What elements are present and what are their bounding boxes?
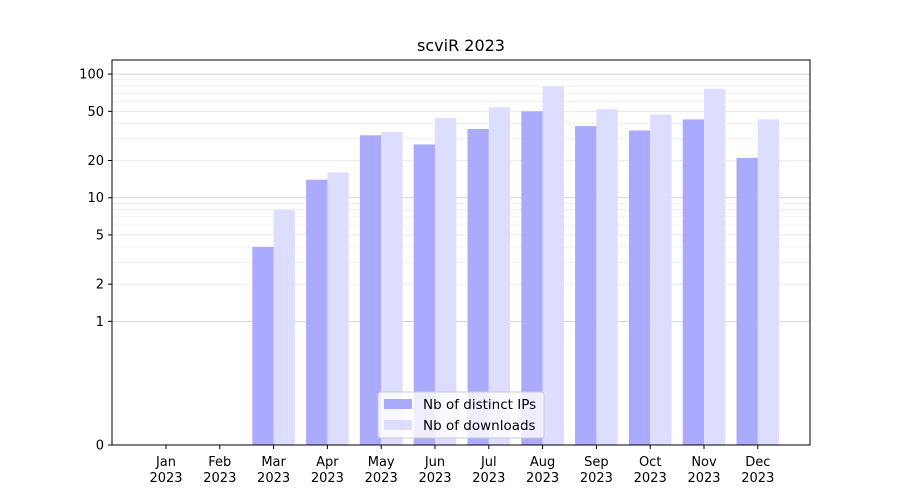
plot-frame (111, 59, 811, 446)
legend-label-distinct-ips: Nb of distinct IPs (423, 397, 536, 413)
legend-swatch-downloads (384, 420, 412, 430)
axis-layer: 0 1 2 5 10 20 50 100 Jan 2023 Feb 2023 Mar 2023 Apr 202… (79, 68, 774, 486)
x-tick-label: Feb 2023 (203, 455, 236, 486)
legend: Nb of distinct IPs Nb of downloads (377, 391, 545, 439)
bar-layer (252, 86, 780, 446)
bar-distinct-ips (682, 119, 704, 445)
legend-label-downloads: Nb of downloads (423, 418, 536, 434)
y-tick-label: 2 (96, 278, 104, 293)
y-tick-label: 100 (79, 68, 104, 83)
x-tick-label: Nov 2023 (687, 455, 720, 486)
bar-distinct-ips (252, 246, 274, 445)
x-tick-label: Sep 2023 (580, 455, 613, 486)
x-tick-label: Dec 2023 (741, 455, 774, 486)
x-tick-label: May 2023 (365, 455, 398, 486)
bar-downloads (273, 209, 295, 445)
legend-box (377, 391, 545, 439)
y-tick-label: 1 (96, 315, 104, 330)
y-tick-label: 50 (87, 105, 104, 120)
bar-downloads (704, 88, 726, 445)
bar-distinct-ips (467, 128, 489, 445)
bar-distinct-ips (521, 111, 543, 445)
bar-distinct-ips (575, 126, 597, 445)
x-tick-label: Oct 2023 (634, 455, 667, 486)
bar-distinct-ips (306, 179, 328, 446)
bar-downloads (757, 119, 780, 445)
x-tick-label: Jun 2023 (418, 455, 451, 486)
x-tick-label: Aug 2023 (526, 455, 559, 486)
x-tick-label: Apr 2023 (311, 455, 344, 486)
bar-downloads (381, 132, 403, 446)
bar-downloads (435, 118, 457, 446)
x-tick-label: Jan 2023 (149, 455, 182, 486)
y-tick-label: 0 (96, 439, 104, 454)
bar-distinct-ips (628, 130, 651, 445)
y-tick-label: 10 (87, 191, 104, 206)
legend-swatch-distinct-ips (384, 399, 412, 409)
bar-distinct-ips (359, 135, 382, 445)
bar-downloads (488, 107, 511, 445)
chart-title: scviR 2023 (417, 36, 505, 55)
y-tick-label: 20 (87, 154, 104, 169)
bar-downloads (327, 172, 349, 446)
bar-downloads (542, 86, 564, 446)
bar-distinct-ips (413, 144, 435, 445)
grid-layer (112, 73, 810, 322)
y-tick-label: 5 (96, 228, 104, 243)
bar-downloads (650, 114, 672, 445)
x-tick-label: Mar 2023 (257, 455, 290, 486)
x-tick-label: Jul 2023 (472, 455, 505, 486)
bar-distinct-ips (736, 157, 758, 446)
bar-downloads (596, 109, 618, 445)
